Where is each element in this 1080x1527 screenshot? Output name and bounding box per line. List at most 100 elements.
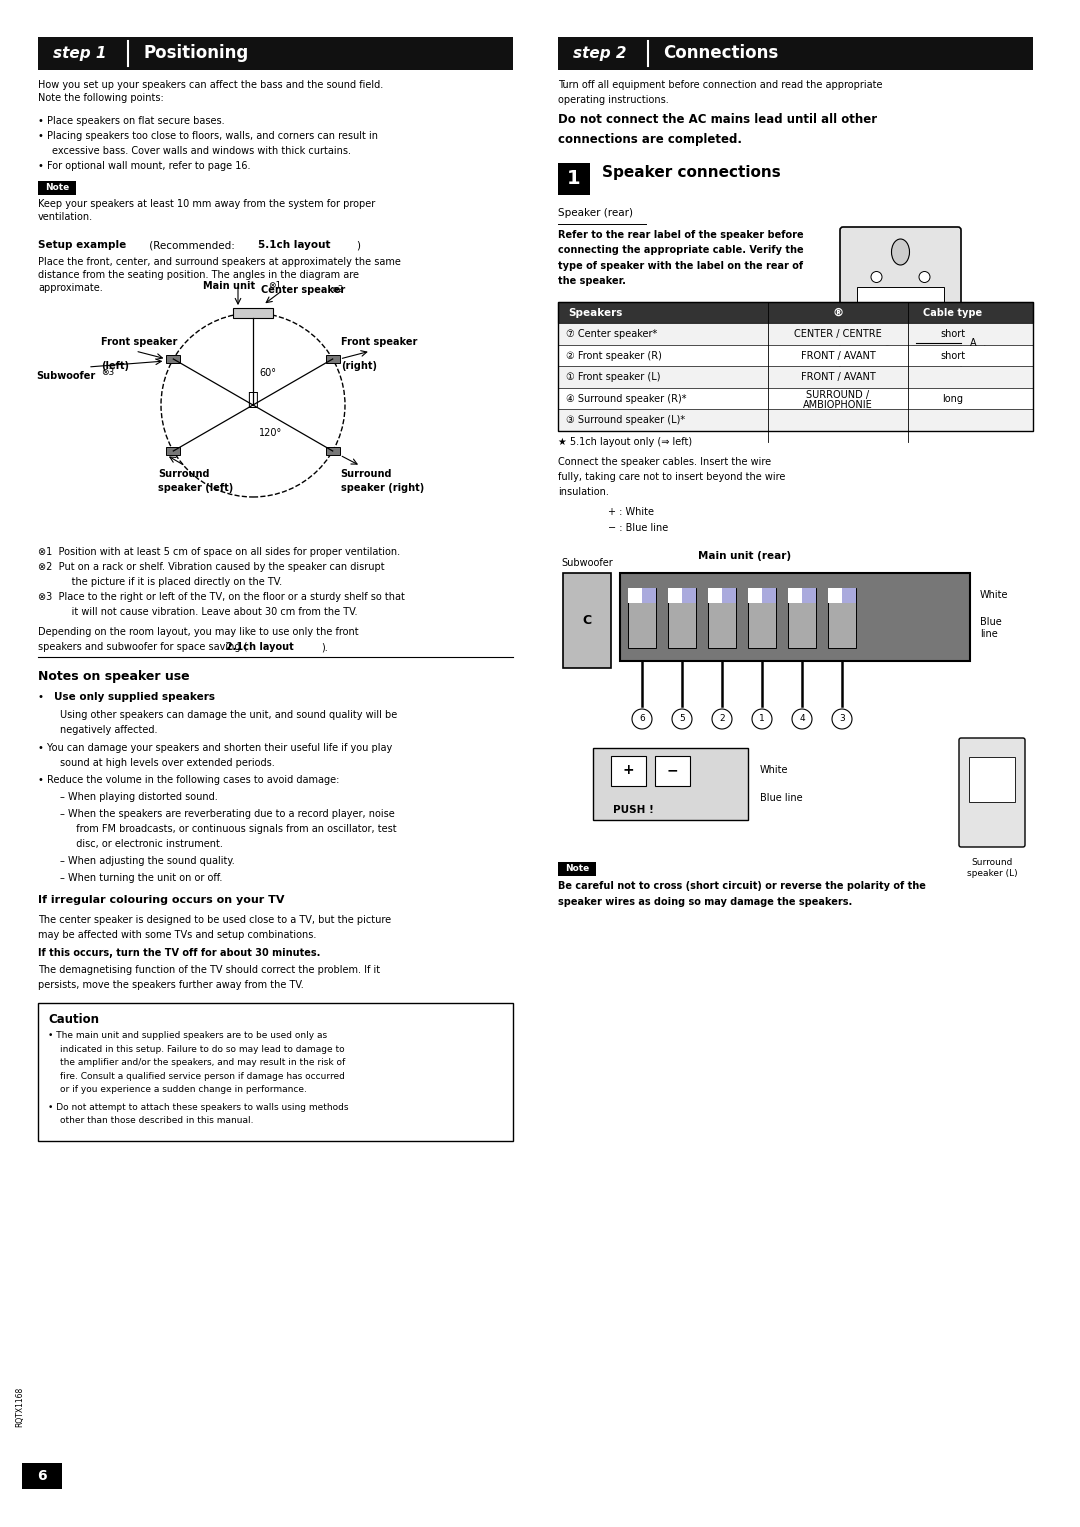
Text: operating instructions.: operating instructions.	[558, 95, 669, 105]
Text: Cable type: Cable type	[923, 308, 983, 318]
Text: If this occurs, turn the TV off for about 30 minutes.: If this occurs, turn the TV off for abou…	[38, 948, 321, 957]
Text: ⊗1  Position with at least 5 cm of space on all sides for proper ventilation.: ⊗1 Position with at least 5 cm of space …	[38, 547, 400, 557]
Circle shape	[961, 331, 985, 354]
Text: • For optional wall mount, refer to page 16.: • For optional wall mount, refer to page…	[38, 160, 251, 171]
FancyBboxPatch shape	[326, 447, 340, 455]
FancyBboxPatch shape	[762, 588, 777, 603]
Text: Front speaker: Front speaker	[102, 337, 178, 347]
Circle shape	[870, 272, 882, 282]
FancyBboxPatch shape	[620, 573, 970, 661]
Text: – When the speakers are reverberating due to a record player, noise: – When the speakers are reverberating du…	[60, 809, 395, 818]
Text: Depending on the room layout, you may like to use only the front: Depending on the room layout, you may li…	[38, 628, 359, 637]
Text: A: A	[970, 337, 976, 348]
Text: – When playing distorted sound.: – When playing distorted sound.	[60, 793, 218, 802]
Text: negatively affected.: negatively affected.	[60, 725, 158, 734]
Text: Setup example: Setup example	[38, 240, 126, 250]
Text: Surround: Surround	[340, 469, 392, 479]
Text: Place the front, center, and surround speakers at approximately the same
distanc: Place the front, center, and surround sp…	[38, 257, 401, 293]
Text: Keep your speakers at least 10 mm away from the system for proper
ventilation.: Keep your speakers at least 10 mm away f…	[38, 199, 375, 223]
FancyBboxPatch shape	[558, 366, 1032, 388]
Text: excessive bass. Cover walls and windows with thick curtains.: excessive bass. Cover walls and windows …	[52, 147, 351, 156]
Text: 6: 6	[639, 715, 645, 724]
FancyBboxPatch shape	[558, 388, 1032, 409]
Text: If irregular colouring occurs on your TV: If irregular colouring occurs on your TV	[38, 895, 284, 906]
FancyBboxPatch shape	[828, 588, 856, 647]
Text: fire. Consult a qualified service person if damage has occurred: fire. Consult a qualified service person…	[60, 1072, 345, 1081]
Text: short: short	[941, 351, 966, 360]
FancyBboxPatch shape	[326, 354, 340, 363]
FancyBboxPatch shape	[654, 756, 690, 786]
FancyBboxPatch shape	[642, 588, 656, 603]
Text: the speaker.: the speaker.	[558, 276, 626, 287]
FancyBboxPatch shape	[788, 588, 802, 603]
Text: FRONT / AVANT: FRONT / AVANT	[800, 351, 876, 360]
Text: ⑦ Center speaker*: ⑦ Center speaker*	[566, 330, 658, 339]
Text: Notes on speaker use: Notes on speaker use	[38, 670, 190, 683]
Text: speakers and subwoofer for space saving (: speakers and subwoofer for space saving …	[38, 641, 247, 652]
FancyBboxPatch shape	[627, 588, 656, 647]
Text: 120°: 120°	[259, 428, 282, 438]
Text: • Place speakers on flat secure bases.: • Place speakers on flat secure bases.	[38, 116, 225, 127]
FancyBboxPatch shape	[669, 588, 681, 603]
Text: (right): (right)	[340, 360, 377, 371]
Text: 1: 1	[567, 169, 581, 188]
Text: ① Front speaker (L): ① Front speaker (L)	[566, 373, 661, 382]
Text: the amplifier and/or the speakers, and may result in the risk of: the amplifier and/or the speakers, and m…	[60, 1058, 346, 1067]
FancyBboxPatch shape	[166, 354, 180, 363]
Circle shape	[919, 354, 930, 365]
Text: persists, move the speakers further away from the TV.: persists, move the speakers further away…	[38, 980, 303, 989]
Text: (Recommended:: (Recommended:	[146, 240, 238, 250]
FancyBboxPatch shape	[558, 302, 1032, 324]
FancyBboxPatch shape	[723, 588, 735, 603]
Circle shape	[832, 709, 852, 728]
FancyBboxPatch shape	[828, 588, 842, 603]
Text: +: +	[623, 764, 634, 777]
Text: ).: ).	[321, 641, 327, 652]
FancyBboxPatch shape	[22, 1463, 62, 1489]
Text: Note: Note	[565, 864, 589, 873]
Text: ⊗1: ⊗1	[268, 281, 281, 290]
Text: Front speaker: Front speaker	[340, 337, 417, 347]
Text: •: •	[38, 692, 48, 702]
Circle shape	[752, 709, 772, 728]
Text: disc, or electronic instrument.: disc, or electronic instrument.	[70, 838, 222, 849]
FancyBboxPatch shape	[788, 588, 816, 647]
FancyBboxPatch shape	[959, 738, 1025, 847]
Text: connections are completed.: connections are completed.	[558, 133, 742, 147]
FancyBboxPatch shape	[969, 757, 1015, 802]
Circle shape	[632, 709, 652, 728]
Text: White: White	[760, 765, 788, 776]
Text: • The main unit and supplied speakers are to be used only as: • The main unit and supplied speakers ar…	[48, 1031, 327, 1040]
Text: • Reduce the volume in the following cases to avoid damage:: • Reduce the volume in the following cas…	[38, 776, 339, 785]
Text: • Do not attempt to attach these speakers to walls using methods: • Do not attempt to attach these speaker…	[48, 1102, 349, 1112]
Text: PUSH !: PUSH !	[613, 805, 653, 815]
Text: Use only supplied speakers: Use only supplied speakers	[54, 692, 215, 702]
Text: may be affected with some TVs and setup combinations.: may be affected with some TVs and setup …	[38, 930, 316, 941]
Circle shape	[792, 709, 812, 728]
Text: it will not cause vibration. Leave about 30 cm from the TV.: it will not cause vibration. Leave about…	[56, 608, 357, 617]
FancyBboxPatch shape	[38, 182, 76, 195]
Text: 2: 2	[719, 715, 725, 724]
FancyBboxPatch shape	[708, 588, 723, 603]
Text: ⊗2  Put on a rack or shelf. Vibration caused by the speaker can disrupt: ⊗2 Put on a rack or shelf. Vibration cau…	[38, 562, 384, 573]
Text: Connections: Connections	[663, 44, 779, 63]
Text: How you set up your speakers can affect the bass and the sound field.
Note the f: How you set up your speakers can affect …	[38, 79, 383, 104]
Text: step 2: step 2	[573, 46, 626, 61]
Circle shape	[672, 709, 692, 728]
Text: indicated in this setup. Failure to do so may lead to damage to: indicated in this setup. Failure to do s…	[60, 1044, 345, 1054]
Text: Connect the speaker cables. Insert the wire: Connect the speaker cables. Insert the w…	[558, 457, 771, 467]
Text: Subwoofer: Subwoofer	[36, 371, 95, 382]
Text: Do not connect the AC mains lead until all other: Do not connect the AC mains lead until a…	[558, 113, 877, 127]
Text: −: −	[666, 764, 678, 777]
Text: ⊗3: ⊗3	[102, 368, 114, 377]
FancyBboxPatch shape	[558, 409, 1032, 431]
Text: Positioning: Positioning	[143, 44, 248, 63]
FancyBboxPatch shape	[842, 588, 856, 603]
Text: • You can damage your speakers and shorten their useful life if you play: • You can damage your speakers and short…	[38, 744, 392, 753]
Text: ② Front speaker (R): ② Front speaker (R)	[566, 351, 662, 360]
Circle shape	[919, 272, 930, 282]
Text: other than those described in this manual.: other than those described in this manua…	[60, 1116, 254, 1125]
FancyBboxPatch shape	[563, 573, 611, 667]
Text: 2.1ch layout: 2.1ch layout	[226, 641, 294, 652]
Text: ③ Surround speaker (L)*: ③ Surround speaker (L)*	[566, 415, 685, 425]
